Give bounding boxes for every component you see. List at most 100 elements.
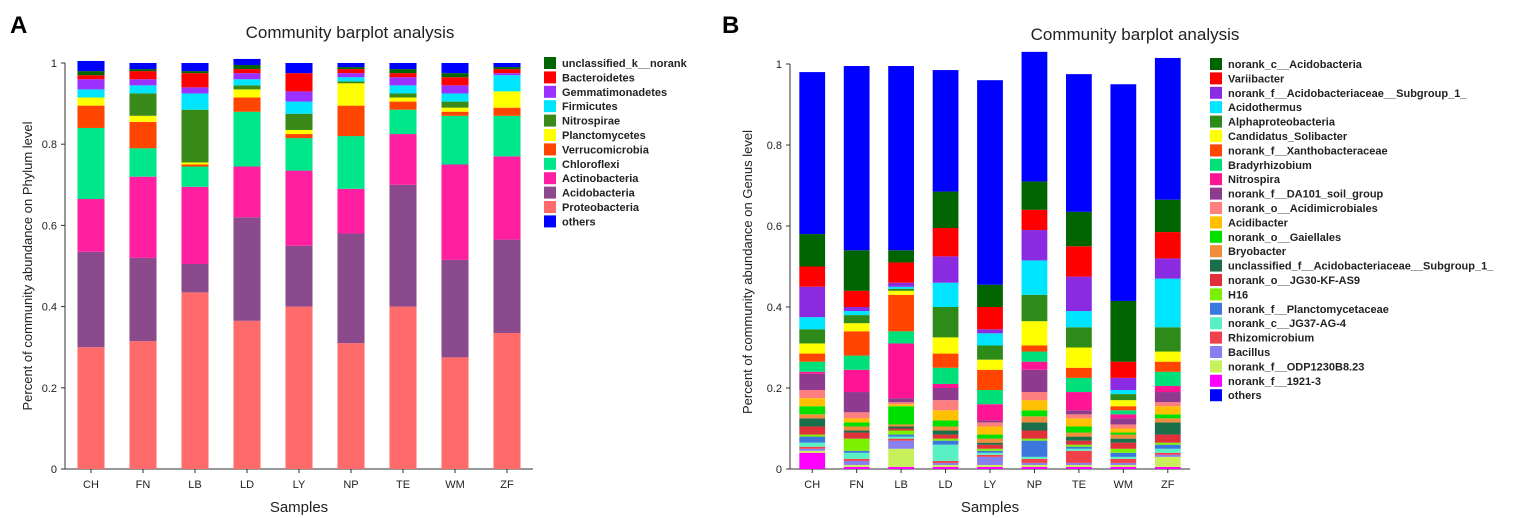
bar-segment-FN-Variibacter [843,290,870,307]
legend-swatch [1210,101,1222,114]
legend-swatch [1210,331,1222,344]
legend-swatch [1210,216,1222,229]
bar-segment-NP-norank_f__ODP1230B8.23 [1021,464,1048,467]
bar-segment-WM-Bacteroidetes [441,77,469,86]
bar-segment-TE-Candidatus_Solibacter [1066,347,1092,368]
bar-segment-CH-norank_o__Gaiellales [799,406,826,415]
x-tick-label: NP [1027,479,1042,491]
bar-segment-LB-Bradyrhizobium [888,331,914,344]
bar-segment-LY-Bradyrhizobium [977,390,1003,405]
bar-segment-ZF-Firmicutes [493,75,521,92]
bar-segment-LD-norank_f__ODP1230B8.23 [932,464,959,467]
panel-a-xlabel: Samples [270,499,328,516]
panel-b-letter: B [722,12,739,39]
legend-swatch [544,143,556,156]
bar-segment-FN-norank_f__Planctomycetaceae [843,450,870,453]
bar-segment-LB-Firmicutes [181,93,209,110]
bar-segment-LY-Proteobacteria [285,306,313,469]
bar-segment-ZF-Bacteroidetes [493,69,521,74]
legend-label: Nitrospira [1228,174,1281,186]
bar-segment-NP-Acidobacteria [337,233,365,344]
bar-segment-NP-Acidibacter [1021,400,1048,411]
bar-segment-LY-Chloroflexi [285,138,313,171]
bar-segment-LD-Bacteroidetes [233,69,261,74]
bar-segment-CH-Bacillus [799,448,826,451]
bar-segment-TE-norank_f__Xanthobacteraceae [1066,367,1092,378]
bar-segment-LD-norank_f__Planctomycetaceae [932,440,959,445]
bar-segment-LB-Rhizomicrobium [888,438,914,441]
bar-segment-LD-norank_c__Acidobacteria [932,191,959,229]
bar-segment-NP-Bryobacter [1021,416,1048,423]
bar-segment-TE-norank_f__Acidobacteriaceae__Subgroup_1_ [1066,276,1092,312]
bar-segment-LD-norank_o__Gaiellales [932,420,959,427]
bar-segment-WM-norank_f__DA101_soil_group [1110,418,1137,425]
legend-swatch [1210,58,1222,70]
bar-segment-WM-Proteobacteria [441,357,469,469]
bar-segment-LY-Gemmatimonadetes [285,91,313,102]
bar-segment-LB-Actinobacteria [181,186,209,264]
bar-segment-ZF-Gemmatimonadetes [493,73,521,76]
y-tick-label: 0.4 [42,302,57,314]
bar-segment-ZF-Chloroflexi [493,115,521,157]
bar-segment-CH-Acidibacter [799,398,826,407]
bar-segment-ZF-Acidobacteria [493,239,521,333]
bar-segment-FN-norank_f__ODP1230B8.23 [843,464,870,467]
bar-segment-LD-Alphaproteobacteria [932,307,959,338]
bar-segment-LB-Bacteroidetes [181,73,209,88]
bar-segment-WM-Gemmatimonadetes [441,85,469,94]
panel-b-legend: norank_c__Acidobacteria Variibacter norank… [1210,58,1494,402]
bar-segment-NP-norank_c__JG37-AG-4 [1021,456,1048,459]
bar-segment-TE-unclassified_f__Acidobacteriaceae__Subgroup_1_ [1066,436,1092,441]
legend-swatch [1210,115,1222,128]
legend-label: others [562,216,596,228]
legend-swatch [1210,360,1222,373]
legend-swatch [1210,346,1222,358]
bar-segment-LY-norank_f__Planctomycetaceae [977,450,1003,453]
bar-segment-LY-others [285,63,313,74]
legend-swatch [1210,144,1222,157]
bar-segment-WM-norank_c__JG37-AG-4 [1110,456,1137,459]
bar-segment-CH-Acidobacteria [77,251,105,348]
bar-segment-NP-others [1021,51,1048,182]
bar-segment-WM-Nitrospira [1110,414,1137,419]
bar-segment-TE-Acidobacteria [389,184,417,307]
y-tick-label: 0.6 [767,221,782,233]
bar-segment-TE-norank_f__DA101_soil_group [1066,410,1092,415]
bar-segment-CH-norank_f__Acidobacteriaceae__Subgroup_1_ [799,286,826,318]
bar-segment-CH-norank_f__ODP1230B8.23 [799,450,826,453]
bar-segment-LY-Nitrospira [977,404,1003,421]
bar-segment-WM-norank_o__Gaiellales [1110,432,1137,435]
panel-b-ylabel: Percent of community abundance on Genus … [740,130,755,414]
bar-segment-LD-norank_o__Acidimicrobiales [932,400,959,411]
bar-segment-LY-Verrucomicrobia [285,134,313,139]
bar-segment-FN-H16 [843,438,870,451]
bar-segment-TE-unclassified_k__norank [389,69,417,74]
bar-segment-TE-H16 [1066,444,1092,447]
bar-segment-LY-norank_c__Acidobacteria [977,284,1003,307]
bar-segment-CH-norank_f__1921-3 [799,452,826,469]
legend-swatch [1210,187,1222,200]
bar-segment-WM-Planctomycetes [441,107,469,112]
legend-label: norank_o__Acidimicrobiales [1228,203,1378,215]
bar-segment-LD-Gemmatimonadetes [233,73,261,80]
bar-segment-NP-others [337,63,365,68]
bar-segment-TE-Proteobacteria [389,306,417,469]
bar-segment-FN-norank_f__Xanthobacteraceae [843,331,870,356]
bar-segment-ZF-norank_f__Acidobacteriaceae__Subgroup_1_ [1154,258,1181,279]
bar-segment-CH-H16 [799,434,826,437]
bar-segment-NP-norank_o__JG30-KF-AS9 [1021,430,1048,439]
bar-segment-CH-Alphaproteobacteria [799,329,826,344]
bar-segment-CH-norank_f__Planctomycetaceae [799,436,826,443]
bar-segment-NP-norank_f__Planctomycetaceae [1021,440,1048,457]
bar-segment-LB-Verrucomicrobia [181,164,209,167]
bar-segment-ZF-norank_f__DA101_soil_group [1154,392,1181,403]
bar-segment-TE-Acidothermus [1066,311,1092,328]
bar-segment-NP-unclassified_f__Acidobacteriaceae__Subgroup_1_ [1021,422,1048,431]
bar-segment-LD-norank_f__Acidobacteriaceae__Subgroup_1_ [932,256,959,283]
bar-segment-LY-Variibacter [977,307,1003,330]
legend-label: unclassified_f__Acidobacteriaceae__Subgr… [1228,261,1494,273]
bar-segment-NP-Bradyrhizobium [1021,351,1048,362]
bar-segment-ZF-Variibacter [1154,232,1181,259]
legend-label: norank_f__1921-3 [1228,376,1321,388]
legend-label: Bacillus [1228,347,1270,359]
